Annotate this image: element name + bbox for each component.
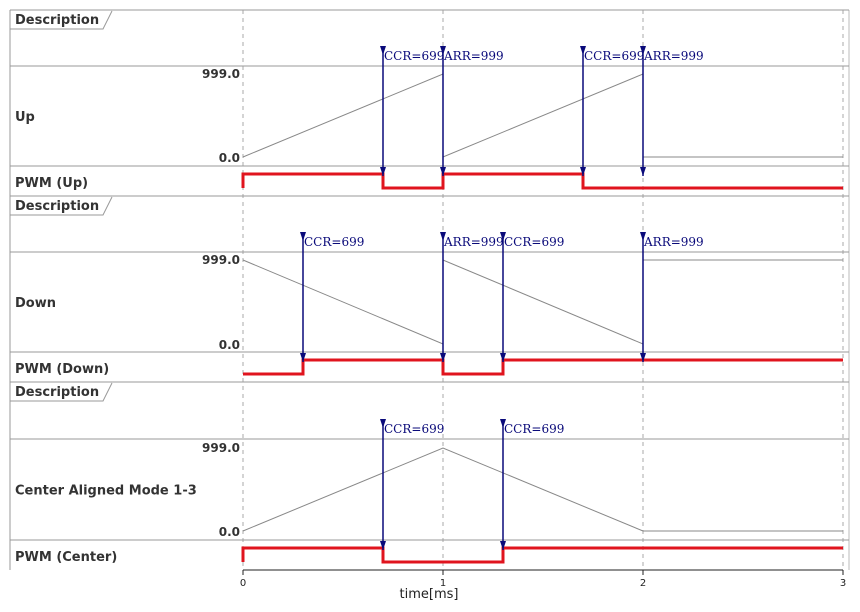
marker-arrow-bottom [440, 353, 446, 362]
marker-arrow-bottom [580, 167, 586, 176]
pwm-signal-label: PWM (Down) [15, 362, 109, 377]
panel-3: Description Center Aligned Mode 1-3 999.0 0… [10, 381, 849, 565]
marker-annotation: CCR=699 [504, 235, 564, 249]
pwm-waveform [241, 172, 843, 190]
y-min-label: 0.0 [219, 338, 240, 352]
counter-waveform [242, 259, 843, 345]
marker-arrow-top [380, 46, 386, 55]
counter-signal-label: Up [15, 110, 35, 125]
y-min-label: 0.0 [219, 151, 240, 165]
x-tick-label: 1 [440, 578, 446, 589]
marker-arrow-bottom [380, 167, 386, 176]
pwm-waveform [241, 546, 843, 564]
description-tab-outline [10, 10, 113, 30]
marker-arrow-top [440, 232, 446, 241]
y-max-label: 999.0 [202, 441, 240, 455]
counter-waveform [242, 447, 843, 532]
y-max-label: 999.0 [202, 253, 240, 267]
y-max-label: 999.0 [202, 67, 240, 81]
description-tab-outline [10, 382, 113, 402]
marker-annotation: ARR=999 [643, 235, 704, 249]
marker-arrow-top [640, 232, 646, 241]
marker-annotation: ARR=999 [443, 49, 504, 63]
marker-annotation: ARR=999 [643, 49, 704, 63]
marker-arrow-top [500, 232, 506, 241]
marker-arrow-top [500, 419, 506, 428]
marker-arrow-bottom [500, 353, 506, 362]
counter-waveform [242, 73, 843, 158]
marker-annotation: CCR=699 [584, 49, 644, 63]
counter-signal-label: Down [15, 296, 56, 311]
x-tick-label: 3 [840, 578, 846, 589]
marker-arrow-bottom [380, 541, 386, 550]
description-label: Description [15, 199, 99, 214]
x-tick-label: 0 [240, 578, 246, 589]
x-tick-label: 2 [640, 578, 646, 589]
pwm-waveform [243, 358, 843, 376]
description-label: Description [15, 13, 99, 28]
marker-arrow-top [580, 46, 586, 55]
marker-arrow-bottom [640, 167, 646, 176]
marker-arrow-bottom [300, 353, 306, 362]
marker-arrow-bottom [500, 541, 506, 550]
pwm-signal-label: PWM (Up) [15, 176, 88, 191]
marker-arrow-top [300, 232, 306, 241]
marker-arrow-bottom [440, 167, 446, 176]
marker-annotation: CCR=699 [504, 422, 564, 436]
marker-arrow-top [380, 419, 386, 428]
marker-arrow-bottom [640, 353, 646, 362]
marker-arrow-top [440, 46, 446, 55]
marker-annotation: CCR=699 [384, 422, 444, 436]
y-min-label: 0.0 [219, 525, 240, 539]
marker-annotation: CCR=699 [384, 49, 444, 63]
description-label: Description [15, 385, 99, 400]
panel-2: Description Down 999.0 0.0 PWM (Down) CCR=699… [10, 195, 849, 377]
marker-annotation: ARR=999 [443, 235, 504, 249]
marker-arrow-top [640, 46, 646, 55]
marker-annotation: CCR=699 [304, 235, 364, 249]
counter-signal-label: Center Aligned Mode 1-3 [15, 484, 197, 499]
description-tab-outline [10, 196, 113, 216]
x-axis-label: time[ms] [400, 587, 459, 602]
pwm-signal-label: PWM (Center) [15, 550, 117, 565]
